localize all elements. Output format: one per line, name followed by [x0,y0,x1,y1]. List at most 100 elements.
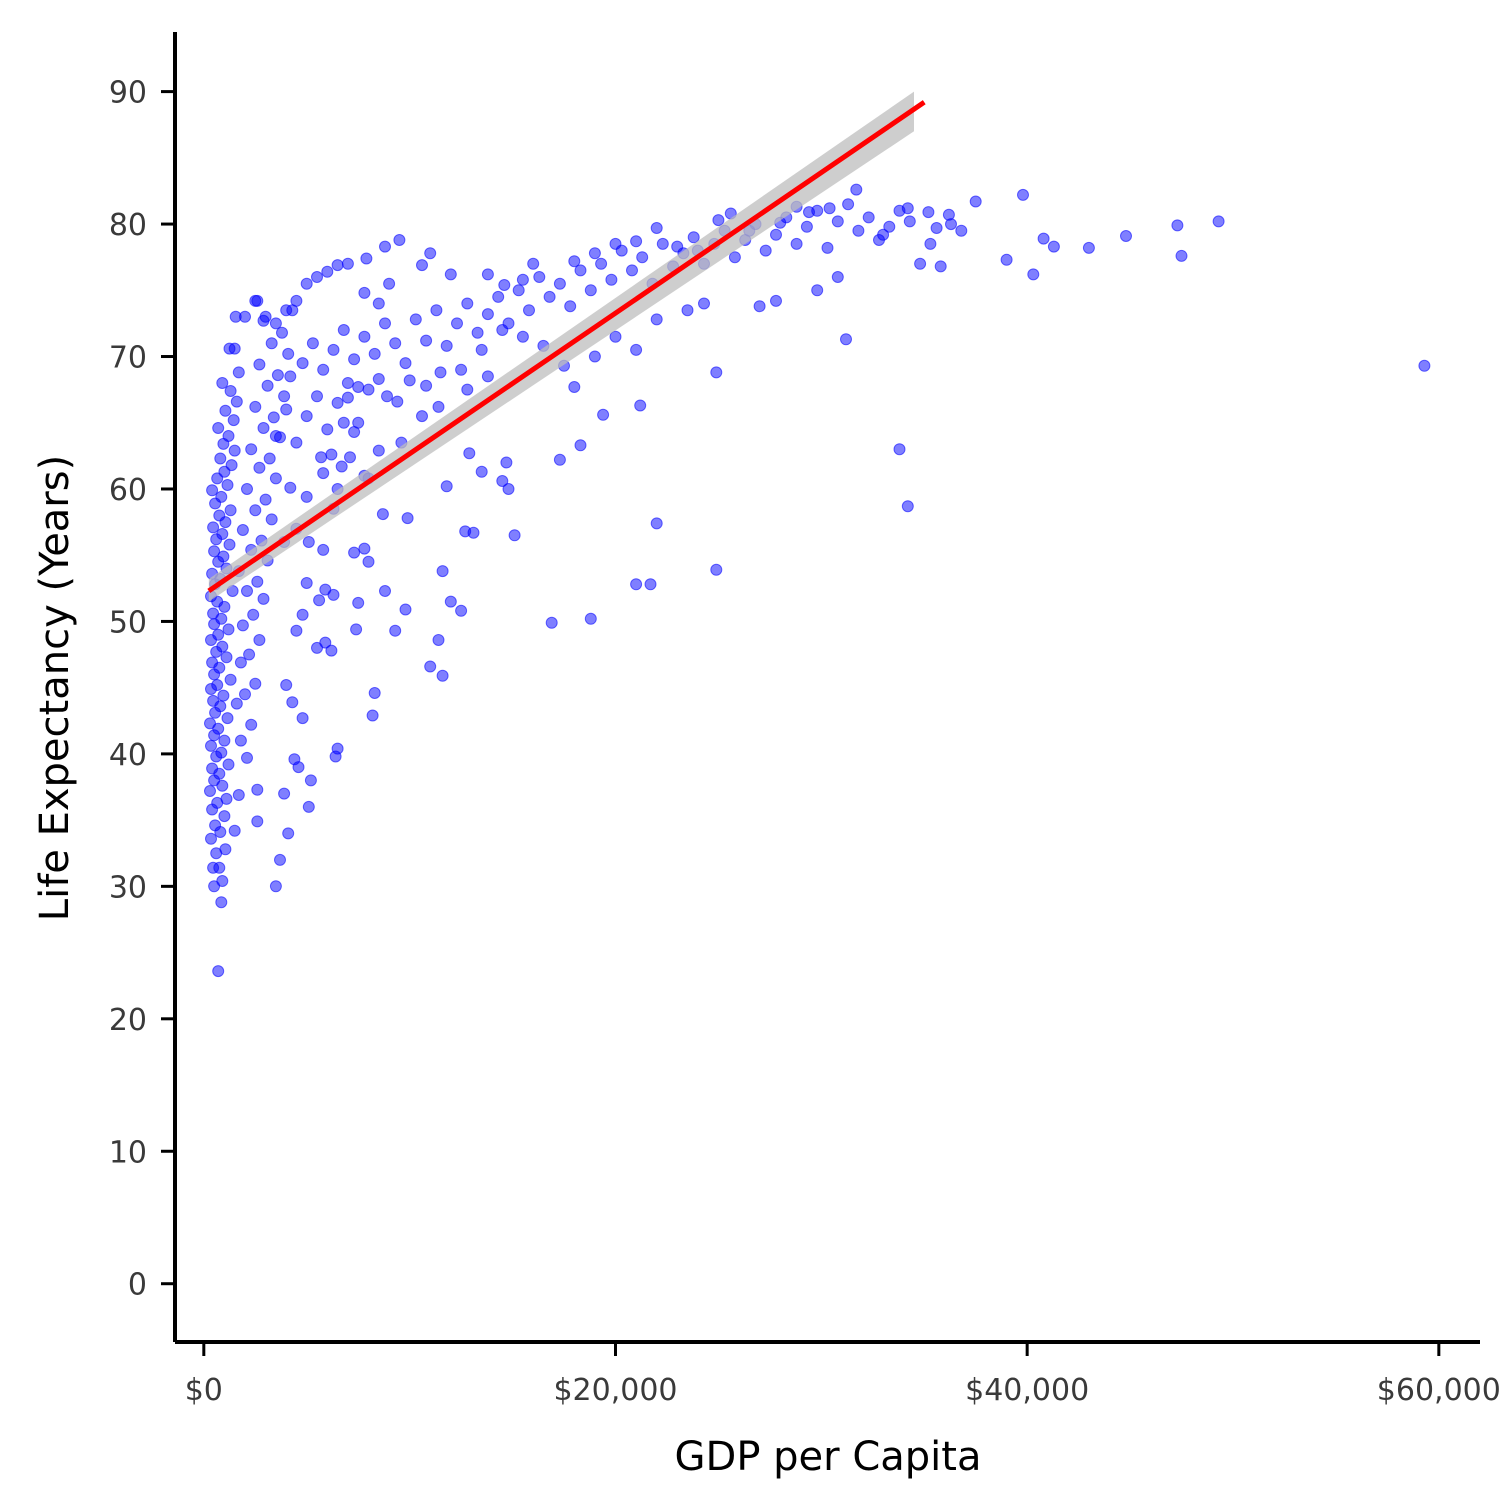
data-point [424,247,437,260]
data-point [284,481,297,494]
data-point [224,504,237,517]
y-tick-label: 50 [109,605,147,640]
data-point [243,648,256,661]
data-point [368,347,381,360]
data-point [1212,215,1225,228]
data-point [481,370,494,383]
data-point [253,634,266,646]
data-point [215,896,228,909]
data-point [220,792,233,805]
data-point [687,231,700,244]
data-point [379,240,391,253]
data-point [249,677,262,690]
data-point [341,391,354,404]
data-point [241,751,253,764]
data-point [753,300,766,313]
data-point [379,317,391,330]
data-point [348,546,361,559]
data-point [290,624,303,637]
points-layer [204,183,1431,978]
data-point [710,366,723,379]
data-point [261,379,274,392]
data-point [227,414,240,427]
data-point [207,607,220,620]
data-point [930,222,943,234]
data-point [770,294,782,307]
data-point [290,294,303,307]
data-point [204,785,216,797]
data-point [224,673,237,686]
data-point [759,244,772,257]
data-point [230,395,243,408]
data-point [502,483,515,495]
data-point [228,342,241,355]
data-point [770,228,782,241]
data-point [656,237,669,250]
data-point [348,353,361,366]
data-point [313,594,326,607]
data-point [206,762,219,775]
data-point [241,585,253,597]
data-point [282,347,295,360]
data-point [282,827,295,840]
data-point [358,330,371,343]
data-point [269,472,282,485]
data-point [636,251,649,264]
data-point [362,383,375,396]
data-point [831,215,844,228]
data-point [496,324,509,336]
data-point [597,408,610,421]
data-point [553,277,566,290]
data-point [568,381,581,393]
data-point [650,517,663,530]
data-point [251,783,264,796]
data-point [331,742,344,755]
data-point [206,656,219,669]
data-point [420,334,433,347]
data-point [362,555,375,568]
data-point [315,451,328,464]
data-point [416,259,428,272]
data-point [1027,268,1040,281]
data-point [239,688,251,701]
data-point [924,237,937,250]
data-point [234,656,247,669]
data-point [327,343,340,356]
data-point [232,366,245,379]
data-point [247,608,260,621]
data-point [823,202,836,215]
data-point [214,452,227,465]
data-point [225,459,238,472]
data-point [220,651,233,664]
data-point [331,396,344,409]
data-point [228,824,241,837]
data-point [671,240,684,253]
data-point [481,308,494,321]
data-point [969,195,982,208]
data-point [206,484,219,497]
data-point [253,358,266,371]
data-point [500,456,513,469]
data-point [467,526,480,539]
data-point [253,461,266,474]
y-tick-label: 60 [109,473,147,508]
data-point [325,448,338,461]
data-point [1418,359,1431,372]
data-point [360,252,373,265]
y-tick-label: 40 [109,738,147,773]
data-point [317,543,330,556]
data-point [461,383,474,396]
data-point [543,290,556,303]
data-point [498,279,511,291]
data-point [516,273,529,286]
data-point [212,965,225,978]
data-point [216,528,229,540]
data-point [403,374,416,387]
data-point [300,490,313,503]
data-point [296,357,309,370]
data-point [327,588,340,601]
data-point [216,377,229,389]
axes-layer [173,32,1480,1344]
y-tick-label: 30 [109,870,147,905]
